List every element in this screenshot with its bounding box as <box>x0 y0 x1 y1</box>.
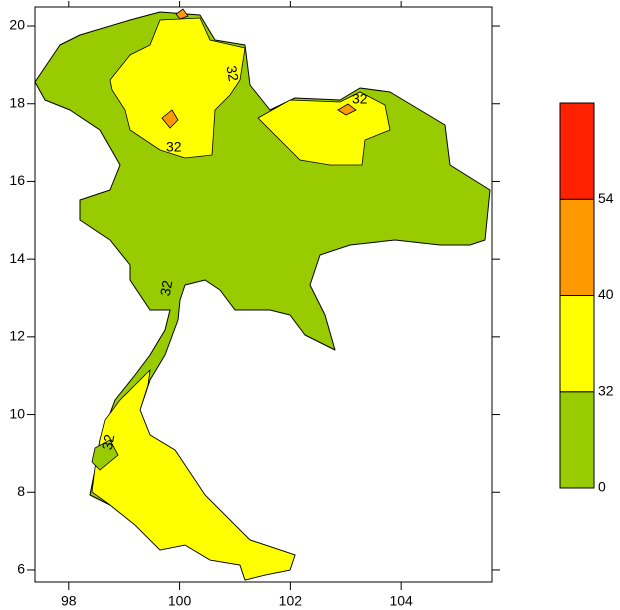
legend-swatch <box>559 391 595 489</box>
x-tick-label: 98 <box>61 593 77 609</box>
heat-zone <box>109 17 246 159</box>
legend-swatch <box>559 198 595 296</box>
legend-label: 0 <box>598 479 606 495</box>
cool-zone <box>91 439 119 471</box>
contour-label: 32 <box>352 91 368 107</box>
y-tick-label: 10 <box>9 405 25 421</box>
legend-label: 54 <box>598 190 614 206</box>
legend-swatch <box>559 295 595 393</box>
legend-label: 40 <box>598 286 614 302</box>
y-tick-label: 16 <box>9 172 25 188</box>
contour-label: 32 <box>99 433 117 451</box>
map-area: 32 32 32 32 32 <box>34 8 491 581</box>
heat-zone <box>257 91 391 166</box>
x-tick-label: 104 <box>389 593 413 609</box>
x-tick-label: 102 <box>279 593 303 609</box>
y-tick-label: 8 <box>17 483 25 499</box>
plot-frame <box>34 6 493 583</box>
y-tick-label: 20 <box>9 17 25 33</box>
y-tick-label: 6 <box>17 561 25 577</box>
y-tick-label: 12 <box>9 328 25 344</box>
y-tick-label: 18 <box>9 94 25 110</box>
y-tick-label: 14 <box>9 250 25 266</box>
heat-zone <box>91 368 296 581</box>
contour-label: 32 <box>166 139 182 155</box>
legend-label: 32 <box>598 382 614 398</box>
hot-zone <box>175 8 189 20</box>
legend-swatch <box>559 102 595 200</box>
contour-label: 32 <box>223 64 241 82</box>
contour-label: 32 <box>157 279 175 297</box>
hot-zone <box>161 109 179 129</box>
x-tick-label: 100 <box>168 593 192 609</box>
hot-zone <box>337 103 357 116</box>
